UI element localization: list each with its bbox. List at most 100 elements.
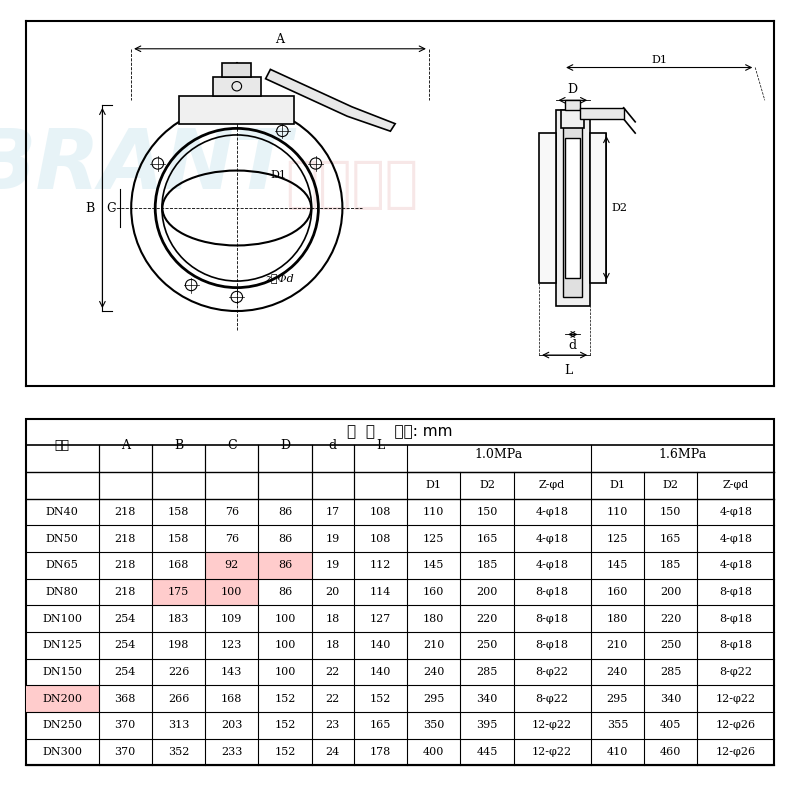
Text: 12-φ26: 12-φ26 (716, 720, 756, 730)
Text: 220: 220 (476, 614, 498, 624)
Text: 100: 100 (221, 587, 242, 597)
Text: 150: 150 (660, 507, 682, 517)
Text: 203: 203 (221, 720, 242, 730)
Text: 152: 152 (274, 720, 296, 730)
Text: 4-φ18: 4-φ18 (719, 507, 752, 517)
Text: D1: D1 (651, 54, 667, 65)
Text: 266: 266 (168, 694, 189, 704)
Text: 19: 19 (326, 560, 340, 570)
Text: B: B (86, 202, 94, 214)
Text: 4-φ18: 4-φ18 (536, 507, 569, 517)
Text: 410: 410 (606, 747, 628, 757)
Text: 226: 226 (168, 667, 189, 677)
Text: DN150: DN150 (42, 667, 82, 677)
Bar (205, 578, 258, 606)
Text: 127: 127 (370, 614, 391, 624)
Text: DN50: DN50 (46, 534, 78, 544)
Text: 8-φ18: 8-φ18 (719, 614, 752, 624)
Text: 218: 218 (114, 587, 136, 597)
Text: 233: 233 (221, 747, 242, 757)
Bar (565, 138, 581, 278)
Text: DN250: DN250 (42, 720, 82, 730)
Text: L: L (376, 439, 385, 452)
Text: 152: 152 (370, 694, 391, 704)
Text: A: A (275, 33, 285, 46)
Text: 160: 160 (606, 587, 628, 597)
Text: 100: 100 (274, 667, 296, 677)
Text: DN300: DN300 (42, 747, 82, 757)
Bar (179, 96, 294, 124)
Text: 240: 240 (423, 667, 444, 677)
Text: 400: 400 (423, 747, 444, 757)
Text: 340: 340 (660, 694, 682, 704)
Text: 250: 250 (660, 640, 682, 650)
Text: 295: 295 (606, 694, 628, 704)
Text: D: D (568, 82, 578, 96)
Text: 4-φ18: 4-φ18 (719, 534, 752, 544)
Text: z－Φd: z－Φd (266, 274, 294, 283)
Text: 86: 86 (278, 587, 292, 597)
Text: 1.6MPa: 1.6MPa (658, 448, 706, 462)
Text: 8-φ18: 8-φ18 (536, 614, 569, 624)
Text: 165: 165 (660, 534, 682, 544)
Text: 145: 145 (423, 560, 444, 570)
Bar (258, 552, 312, 578)
Text: 19: 19 (326, 534, 340, 544)
Text: DN80: DN80 (46, 587, 78, 597)
Text: 370: 370 (114, 747, 136, 757)
Text: A: A (121, 439, 130, 452)
Bar (205, 552, 258, 578)
Polygon shape (266, 70, 395, 131)
Text: 8-φ22: 8-φ22 (719, 667, 752, 677)
Text: 405: 405 (660, 720, 682, 730)
Text: 285: 285 (660, 667, 682, 677)
Bar (26, 686, 98, 712)
Text: 218: 218 (114, 507, 136, 517)
Text: 8-φ18: 8-φ18 (719, 587, 752, 597)
Text: 152: 152 (274, 747, 296, 757)
Text: 8-φ18: 8-φ18 (536, 587, 569, 597)
Text: 313: 313 (168, 720, 189, 730)
Text: 185: 185 (660, 560, 682, 570)
Text: 165: 165 (370, 720, 391, 730)
Text: 86: 86 (278, 534, 292, 544)
Text: 23: 23 (326, 720, 340, 730)
Text: 140: 140 (370, 640, 391, 650)
Text: 108: 108 (370, 507, 391, 517)
Text: 123: 123 (221, 640, 242, 650)
Text: 18: 18 (326, 640, 340, 650)
Text: 8-φ18: 8-φ18 (536, 640, 569, 650)
Bar (555, 110, 590, 306)
Text: 460: 460 (660, 747, 682, 757)
Text: D1: D1 (426, 480, 442, 490)
Text: 114: 114 (370, 587, 391, 597)
Bar (539, 133, 555, 283)
Text: 8-φ18: 8-φ18 (719, 640, 752, 650)
Text: 210: 210 (423, 640, 444, 650)
Text: 350: 350 (423, 720, 444, 730)
Text: C: C (227, 439, 237, 452)
Text: Z-φd: Z-φd (539, 480, 566, 490)
Text: 口径: 口径 (54, 439, 70, 452)
Text: 17: 17 (326, 507, 340, 517)
Text: 352: 352 (168, 747, 189, 757)
Text: 博瑞斯特: 博瑞斯特 (286, 158, 418, 211)
Text: 110: 110 (606, 507, 628, 517)
Text: 22: 22 (326, 667, 340, 677)
Text: 18: 18 (326, 614, 340, 624)
Text: 12-φ22: 12-φ22 (532, 747, 572, 757)
Text: 200: 200 (476, 587, 498, 597)
Text: 4-φ18: 4-φ18 (536, 534, 569, 544)
Text: 175: 175 (168, 587, 189, 597)
Text: 12-φ22: 12-φ22 (532, 720, 572, 730)
Text: 218: 218 (114, 534, 136, 544)
Text: 185: 185 (476, 560, 498, 570)
Text: 12-φ26: 12-φ26 (716, 747, 756, 757)
Text: 112: 112 (370, 560, 391, 570)
Text: DN125: DN125 (42, 640, 82, 650)
Text: D2: D2 (479, 480, 495, 490)
Text: 285: 285 (476, 667, 498, 677)
Bar (562, 110, 584, 128)
Bar (152, 578, 205, 606)
Text: 125: 125 (606, 534, 628, 544)
